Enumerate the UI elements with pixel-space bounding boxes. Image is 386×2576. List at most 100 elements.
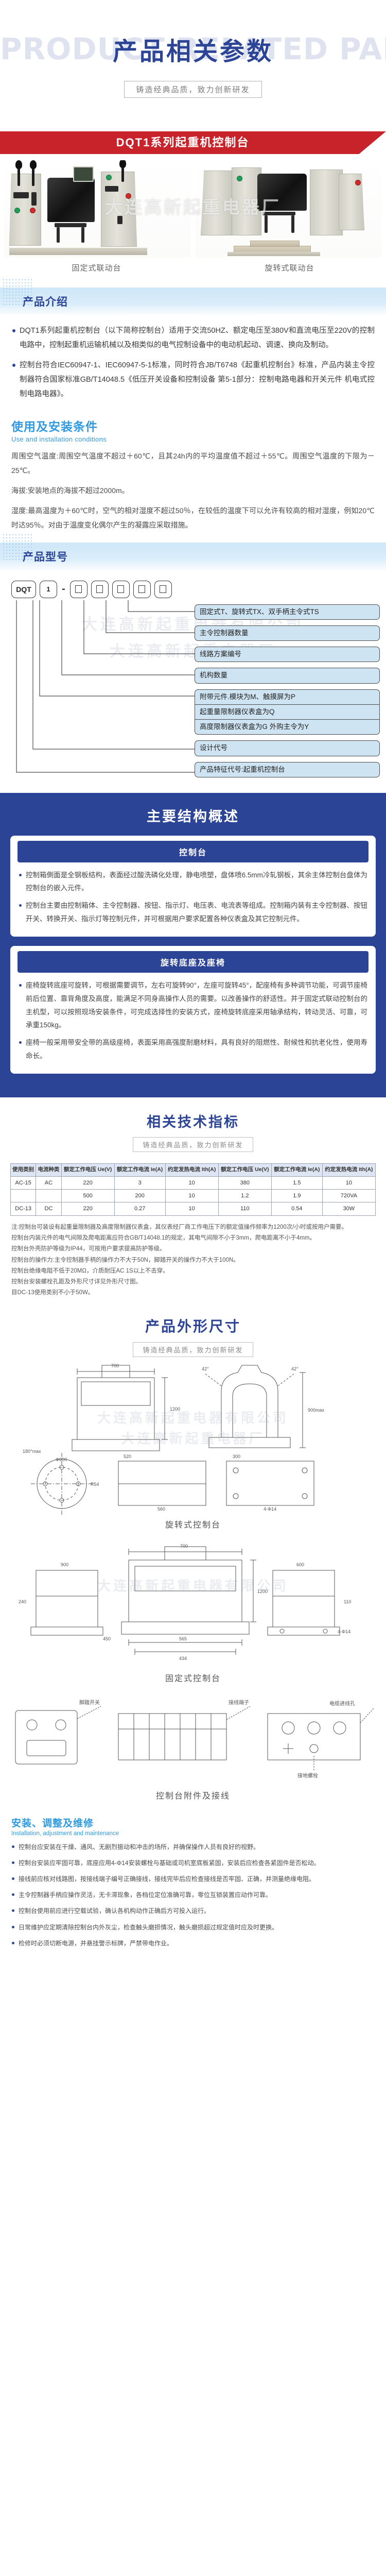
dimensions-title: 产品外形尺寸	[145, 1318, 241, 1334]
model-code-blank-5	[154, 580, 172, 598]
drawing1-label-700: 700	[111, 1363, 119, 1368]
dot-pattern-icon	[2, 278, 34, 305]
table-header-row: 使用类别 电流种类 额定工作电压 Ue(V) 额定工作电流 Ie(A) 约定发热…	[10, 1163, 376, 1177]
cell-r2-c1: DC	[36, 1202, 62, 1216]
product-photo-fixed	[4, 160, 190, 257]
tech-note-4: 控制台的操作力:主令控制器手柄的操作力不大于50N，脚踏开关的操作力不大于100…	[11, 1257, 239, 1263]
drawing-fixed-console: 大连高新起重电器有限公司	[0, 1539, 386, 1693]
drawing1-label-900max: 900max	[308, 1408, 325, 1413]
drawing1-label-300: 300	[233, 1454, 240, 1459]
cell-r1-c3: 200	[114, 1189, 166, 1203]
drawing1-label-560: 560	[157, 1506, 165, 1512]
drawing3-caption: 控制台附件及接线	[155, 1791, 230, 1801]
intro-bullet-1: DQT1系列起重机控制台（以下简称控制台）适用于交流50HZ、额定电压至380V…	[11, 324, 375, 353]
use-conditions-temp: 周围空气温度:周围空气温度不超过＋60℃，且其24h内的平均温度值不超过＋55℃…	[11, 452, 375, 474]
cell-r0-c1: AC	[36, 1176, 62, 1190]
drawing1-caption: 旋转式控制台	[165, 1520, 221, 1530]
tech-note-1: 注:控制台可装设有起重量限制器及高度限制器仪表盒，其仪表经厂商工作电压下的额定值…	[11, 1224, 347, 1230]
structure-base-item-2: 座椅一般采用带安全带的高级座椅，表面采用高强度耐磨材料，具有良好的阻燃性、耐候性…	[10, 1036, 376, 1062]
table-row: AC-15 AC 220 3 10 380 1.5 10	[10, 1176, 376, 1190]
cell-r1-c0	[10, 1189, 37, 1203]
tech-spec-header: 相关技术指标 铸造经典品质，致力创新研发	[0, 1097, 386, 1154]
cell-r1-c6: 1.9	[271, 1189, 323, 1203]
drawing-accessories-wiring: 脚踏开关 接线端子 电缆进线孔 接地螺栓 控制台附件及接线	[0, 1692, 386, 1810]
install-item-2: 控制台安装应牢固可靠，底座应用4-Φ14安装螺栓与基础或司机室底板紧固，安装后应…	[11, 1857, 375, 1869]
drawing2-label-240: 240	[19, 1599, 26, 1604]
cell-r0-c3: 3	[114, 1176, 166, 1190]
section-header-model: 产品型号	[0, 533, 386, 571]
cell-r1-c1	[36, 1189, 62, 1203]
model-legend-item-9: 产品特征代号:起重机控制台	[195, 761, 380, 777]
section-title-intro: 产品介绍	[23, 296, 68, 308]
model-code-series: 1	[40, 580, 57, 598]
drawing1-label-180max: 180°max	[23, 1449, 41, 1454]
drawing2-label-110: 110	[344, 1599, 351, 1604]
drawing2-caption: 固定式控制台	[165, 1674, 221, 1683]
drawing2-label-600: 600	[296, 1562, 304, 1567]
cell-r1-c4: 10	[165, 1189, 219, 1203]
cell-r1-c5: 1.2	[218, 1189, 272, 1203]
dimensions-subtitle: 铸造经典品质，致力创新研发	[0, 1342, 386, 1357]
cell-r1-c2: 500	[61, 1189, 115, 1203]
drawing3-label-foot-switch: 脚踏开关	[79, 1699, 100, 1706]
photo-caption-fixed: 固定式联动台	[72, 264, 121, 273]
install-item-3: 接线前应核对线路图，按接线端子编号正确接线，接线完毕后应检查接线是否牢固、正确，…	[11, 1873, 375, 1885]
tech-spec-notes: 注:控制台可装设有起重量限制器及高度限制器仪表盒，其仪表经厂商工作电压下的额定值…	[0, 1216, 386, 1302]
col-rated-voltage-1: 额定工作电压 Ue(V)	[61, 1163, 115, 1177]
structure-card-head-base: 旋转底座及座椅	[17, 951, 369, 973]
structure-console-item-1: 控制箱側面是全钢板结构，表面经过酸洗磷化处理，静电喷塑，盘体喷6.5mm冷轧钢板…	[10, 869, 376, 895]
table-row: 500 200 10 1.2 1.9 720VA	[10, 1189, 376, 1203]
model-code-blank-2	[91, 580, 109, 598]
page-title: 产品相关参数	[112, 38, 273, 65]
install-title-cn: 安装、调整及维修	[11, 1818, 94, 1829]
cell-r0-c4: 10	[165, 1176, 219, 1190]
use-conditions-altitude: 海拔:安装地点的海拔不超过2000m。	[11, 486, 129, 495]
structure-card-base: 旋转底座及座椅 座椅旋转底座可旋转，可根据需要调节，左右可旋转90°，左座可旋转…	[10, 946, 376, 1074]
drawing1-label-1200: 1200	[170, 1406, 180, 1412]
series-banner-label: DQT1系列起重机控制台	[116, 136, 250, 149]
model-legend-item-5: 附带元件.模块为M、触摸屏为P	[195, 689, 380, 705]
structure-title: 主要结构概述	[147, 808, 239, 824]
model-code-blank-4	[133, 580, 151, 598]
cell-r2-c4: 10	[165, 1202, 219, 1216]
cell-r1-c7: 720VA	[322, 1189, 376, 1203]
model-designation-diagram: 大连高新起重电器有限公司 大连高新起重电器厂 DQT 1 -	[0, 571, 386, 788]
drawing1-label-r54: R54	[91, 1482, 99, 1487]
col-usage-category: 使用类别	[10, 1163, 37, 1177]
model-legend-item-4: 机构数量	[195, 668, 380, 684]
cell-r0-c7: 10	[322, 1176, 376, 1190]
intro-bullet-2: 控制台符合IEC60947-1、IEC60947-5-1标准，同时符合JB/T6…	[11, 358, 375, 402]
use-conditions-block: 使用及安装条件 Use and installation conditions …	[0, 409, 386, 535]
model-code-blank-1	[69, 580, 87, 598]
col-rated-current-1: 额定工作电流 Ie(A)	[114, 1163, 166, 1177]
drawing2-label-565: 565	[179, 1636, 187, 1641]
tech-note-2: 控制台内装元件的电气间隙及爬电距离应符合GB/T14048.1的规定，其电气间隙…	[11, 1235, 316, 1242]
install-title-en: Installation, adjustment and maintenance	[11, 1830, 119, 1837]
drawing1-label-phi600: Φ600	[56, 1457, 67, 1462]
model-code-blank-3	[112, 580, 130, 598]
tech-note-5: 控制台绝缘电阻不低于20MΩ，介质耐压AC 1S以上不击穿。	[11, 1267, 169, 1274]
tech-note-7: 目DC-13使用类别不小于50W。	[11, 1290, 94, 1296]
use-conditions-title-cn: 使用及安装条件	[11, 420, 98, 434]
use-conditions-humidity: 湿度:最高温度为＋60℃时，空气的相对湿度不超过50％，在较低的温度下可以允许有…	[11, 506, 375, 529]
drawing2-label-4phi14: 4-Φ14	[338, 1629, 350, 1634]
model-legend-item-8: 设计代号	[195, 740, 380, 756]
photo-caption-rotary: 旋转式联动台	[265, 264, 314, 273]
install-item-5: 控制台使用前应进行空载试验，确认各机构动作正确后方可投入运行。	[11, 1905, 375, 1917]
col-rated-current-2: 额定工作电流 Ie(A)	[271, 1163, 323, 1177]
cell-r2-c6: 0.54	[271, 1202, 323, 1216]
hero-watermark-text: PRODUCT RELATED PARAMETERS	[0, 31, 386, 66]
col-rated-voltage-2: 额定工作电压 Ue(V)	[218, 1163, 272, 1177]
install-item-6: 日常维护应定期清除控制台内外灰尘，检查触头磨损情况，触头磨损超过规定值时应及时更…	[11, 1922, 375, 1933]
cell-r2-c5: 110	[218, 1202, 272, 1216]
model-legend-item-6: 起重量限制器仪表盒为Q	[195, 704, 380, 720]
dimensions-subtitle-text: 铸造经典品质，致力创新研发	[133, 1342, 253, 1357]
model-code-row: DQT 1 -	[7, 580, 379, 598]
table-row: DC-13 DC 220 0.27 10 110 0.54 30W	[10, 1202, 376, 1216]
model-code-dash: -	[62, 583, 65, 595]
structure-base-item-1: 座椅旋转底座可旋转，可根据需要调节，左右可旋转90°，左座可旋转45°，配座椅有…	[10, 979, 376, 1032]
drawing-rotary-console: 大连高新起重电器有限公司 大连高新起重电器厂	[0, 1360, 386, 1539]
cell-r2-c3: 0.27	[114, 1202, 166, 1216]
drawing1-label-520: 520	[124, 1454, 131, 1459]
install-item-1: 控制台应安装在干燥、通风、无剧烈振动和冲击的场所，并确保操作人员有良好的视野。	[11, 1841, 375, 1853]
